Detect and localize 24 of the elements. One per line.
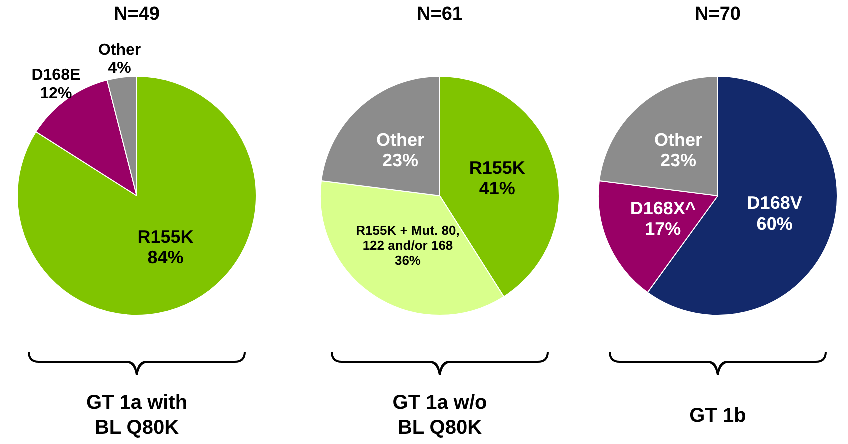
slice-label: Other bbox=[654, 130, 702, 150]
slice-label: R155K bbox=[469, 158, 526, 178]
slice-label: D168E bbox=[32, 66, 81, 84]
slice-label: R155K bbox=[138, 226, 194, 247]
data-label: 23% bbox=[660, 150, 696, 170]
data-label: 84% bbox=[148, 248, 184, 268]
data-label: 12% bbox=[40, 85, 72, 102]
data-label: 36% bbox=[394, 252, 422, 268]
text: GT 1b bbox=[688, 404, 748, 428]
chart-title: N=61 bbox=[416, 4, 464, 26]
text: GT 1a with BL Q80K bbox=[85, 391, 189, 441]
slice-label: Other bbox=[98, 42, 142, 59]
data-label: 41% bbox=[479, 178, 516, 199]
data-label: 4% bbox=[108, 60, 132, 78]
data-label: 17% bbox=[645, 219, 682, 240]
slice-label: D168V bbox=[747, 193, 802, 214]
chart-title: N=70 bbox=[694, 4, 742, 26]
data-label: 23% bbox=[382, 150, 418, 170]
data-label: 60% bbox=[756, 214, 793, 234]
slice-label: D168X^ bbox=[630, 198, 696, 218]
text: GT 1a w/o BL Q80K bbox=[392, 391, 488, 441]
chart-title: N=49 bbox=[113, 4, 161, 26]
slice-label: Other bbox=[376, 130, 424, 150]
slice-label: R155K + Mut. 80, 122 and/or 168 bbox=[356, 223, 460, 254]
